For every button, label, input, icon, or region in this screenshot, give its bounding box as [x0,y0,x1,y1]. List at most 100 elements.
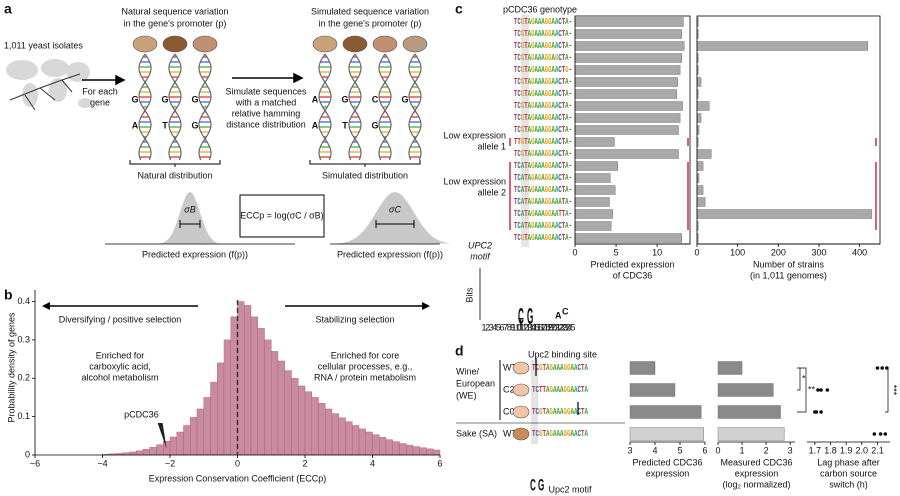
x-axis-label: (log₂ normalized) [722,479,790,489]
x-axis-label: (in 1,011 genomes) [750,270,827,280]
histogram-bar [284,370,292,456]
logo-letter: C [530,475,536,494]
yeast-cell [372,35,398,53]
x-axis-label: expression [735,468,779,478]
binding-site-label: Upc2 binding site [528,349,597,359]
variant-letter: G [371,120,378,130]
sequence: TCGTAGAAAGGAACTA- [514,101,572,111]
histogram-bar [210,381,218,456]
histogram-bar [426,448,434,456]
variant-letter: T [342,120,348,130]
histogram-bar [358,428,366,456]
bar [696,149,712,159]
histogram-bar [277,360,285,456]
position-label: 21 [551,322,561,332]
formula-box [239,194,325,238]
bar [574,17,684,27]
annotation: carboxylic acid, [89,361,151,371]
histogram-bar [392,441,400,456]
panel-label: b [4,287,13,303]
yeast-cell [342,35,368,53]
dna-strand [138,53,152,161]
x-tick-label: 5 [614,247,619,257]
bar [574,77,678,87]
strain-label: WT [503,362,517,372]
annotation: Enriched for [96,350,145,360]
histogram-bar [129,451,137,456]
bar [717,361,743,375]
annotation: alcohol metabolism [81,372,158,382]
yeast-cell [132,35,158,53]
y-tick-label: 0.2 [17,373,30,383]
sequence: TCGTAGAAAGGAACTA- [514,17,572,27]
x-tick-label: 3 [788,445,793,455]
yeast-cell [512,383,530,397]
isolates-label: 1,011 yeast isolates [4,40,83,50]
panel-label: c [455,1,463,17]
position-label: 22 [555,322,565,332]
position-label: 12 [519,322,529,332]
x-tick-label: 10 [652,247,662,257]
x-tick-label: 1 [740,445,745,455]
bar [629,427,704,441]
bar [574,53,682,63]
yeast-cell [192,35,218,53]
bar [574,173,611,183]
x-tick-label: 2 [302,458,307,468]
logo-letter: C [518,303,524,330]
dot [825,388,830,392]
bits-label: Bits [464,287,474,303]
position-label: 13 [522,322,532,332]
variant-letter: G [341,94,348,104]
formula: ECCp = log(σC / σB) [240,210,323,220]
dna-strand [198,53,212,161]
variant-letter: A [312,94,319,104]
position-label: 8 [507,322,512,332]
bar [574,209,613,219]
x-tick-label: 0 [694,247,699,257]
allele-label: Low expression [443,176,506,186]
bar [574,233,682,243]
bar [629,361,656,375]
simulate-text: Simulate sequences [225,86,307,96]
histogram-bar [372,434,380,456]
x-tick-label: 400 [852,247,867,257]
arrow-head [422,302,430,310]
sequence: TCGTAGAAAGGAACTA- [514,77,572,87]
simulate-text: distance distribution [226,119,306,129]
x-tick-label: 1.8 [824,445,837,455]
allele-label: allele 2 [477,187,506,197]
sequence: TCGTAGAAAGGAGCTA- [514,53,572,63]
logo-letter: G [538,475,544,494]
histogram-bar [203,397,211,456]
bar [574,161,618,171]
simulated-distribution: Simulated distribution [322,170,408,180]
yeast-cell [512,427,530,441]
y-axis-label: Probability density of genes [6,312,16,423]
position-label: 7 [503,322,508,332]
sequence: TCATAGAAAGGAACTA- [514,161,572,171]
dna-strand [378,53,392,161]
x-tick-label: 100 [730,247,745,257]
annotation: Enriched for core [331,350,400,360]
variant-letter: G [191,94,198,104]
histogram-bar [176,431,184,456]
position-label: 19 [544,322,554,332]
dna-strand [168,53,182,161]
dot [816,388,820,392]
sequence: TCGTAGAAAGGAACTA- [514,113,572,123]
logo-letter: T [518,316,524,326]
variant-letter: G [161,94,168,104]
panel-label: a [4,1,12,17]
yeast-cell [402,35,428,53]
arrow-label: Stabilizing selection [315,314,394,324]
yeast-cell [312,35,338,53]
histogram-bar [304,391,312,456]
position-label: 1 [481,322,486,332]
histogram-bar [325,408,333,456]
for-each-label: gene [90,97,110,107]
variant-letter: G [131,94,138,104]
natural-title: Natural sequence variation [121,6,228,16]
dna-strand [348,53,362,161]
bar [574,137,615,147]
